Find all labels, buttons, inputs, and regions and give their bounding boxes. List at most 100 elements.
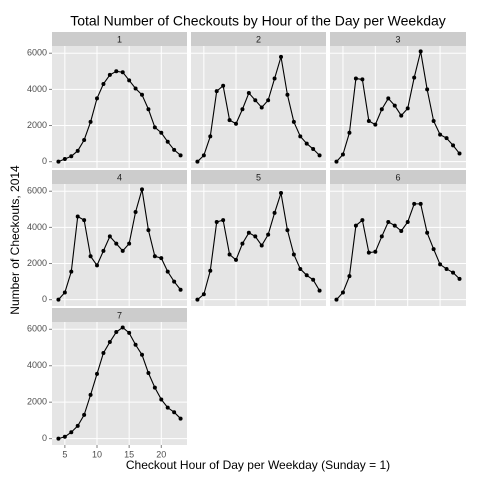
point (133, 210, 138, 215)
point (62, 156, 67, 161)
point (298, 266, 303, 271)
point (172, 147, 177, 152)
y-tick-label: 0 (42, 156, 47, 166)
strip (330, 170, 466, 184)
point (246, 90, 251, 95)
point (172, 279, 177, 284)
point (234, 121, 238, 126)
point (240, 241, 245, 246)
point (360, 77, 365, 82)
point (425, 230, 430, 235)
panel (330, 184, 466, 306)
point (120, 248, 125, 253)
panel (191, 184, 326, 306)
point (95, 96, 99, 101)
point (279, 54, 283, 59)
strip (191, 170, 326, 184)
point (88, 254, 93, 259)
point (221, 83, 226, 88)
strip (191, 32, 326, 46)
y-tick-label: 2000 (27, 397, 47, 407)
point (88, 392, 93, 397)
point (146, 228, 151, 233)
point (114, 241, 119, 246)
point (431, 247, 436, 252)
point (392, 223, 397, 228)
point (444, 266, 449, 271)
y-tick-label: 4000 (27, 360, 47, 370)
point (366, 119, 371, 124)
x-tick-label: 20 (156, 449, 166, 459)
line (58, 326, 181, 440)
point (82, 218, 87, 223)
point (178, 287, 183, 292)
point (133, 86, 138, 91)
point (75, 214, 80, 219)
point (444, 136, 449, 141)
point (159, 130, 164, 135)
point (201, 153, 206, 158)
point (311, 277, 316, 282)
point (165, 269, 170, 274)
point (334, 297, 339, 302)
point (82, 412, 87, 417)
point (340, 152, 345, 157)
point (152, 385, 157, 390)
point (438, 262, 443, 267)
panel (52, 184, 187, 306)
point (146, 371, 151, 376)
x-axis-label: Checkout Hour of Day per Weekday (Sunday… (126, 458, 390, 472)
point (259, 105, 264, 110)
point (253, 98, 258, 103)
point (291, 252, 296, 257)
y-tick-label: 4000 (27, 84, 47, 94)
point (69, 430, 74, 435)
point (56, 436, 61, 441)
point (227, 118, 232, 123)
panel (191, 46, 326, 168)
point (317, 153, 322, 158)
point (334, 159, 339, 164)
point (101, 248, 106, 253)
strip (330, 32, 466, 46)
point (399, 228, 404, 233)
point (56, 297, 61, 302)
point (311, 147, 316, 152)
point (317, 288, 322, 293)
panel (52, 46, 187, 168)
point (133, 342, 138, 347)
point (107, 234, 112, 239)
point (259, 243, 264, 248)
point (405, 106, 410, 111)
point (457, 151, 462, 156)
y-tick-label: 6000 (27, 186, 47, 196)
point (353, 76, 358, 81)
point (399, 113, 404, 118)
point (451, 143, 456, 148)
point (412, 201, 417, 206)
point (152, 125, 157, 130)
point (425, 87, 430, 92)
point (214, 89, 219, 94)
point (298, 134, 303, 139)
point (457, 276, 462, 281)
point (140, 187, 144, 192)
point (165, 405, 170, 410)
point (172, 410, 177, 415)
point (451, 270, 456, 275)
point (360, 218, 365, 223)
point (101, 81, 106, 86)
strip-label: 2 (256, 34, 261, 44)
point (127, 330, 132, 335)
point (214, 219, 219, 224)
point (107, 72, 112, 77)
point (56, 159, 61, 164)
point (412, 75, 417, 80)
point (285, 228, 290, 233)
point (195, 159, 200, 164)
point (120, 70, 125, 75)
point (208, 134, 213, 139)
point (127, 78, 132, 83)
strip (52, 170, 187, 184)
point (266, 232, 271, 237)
